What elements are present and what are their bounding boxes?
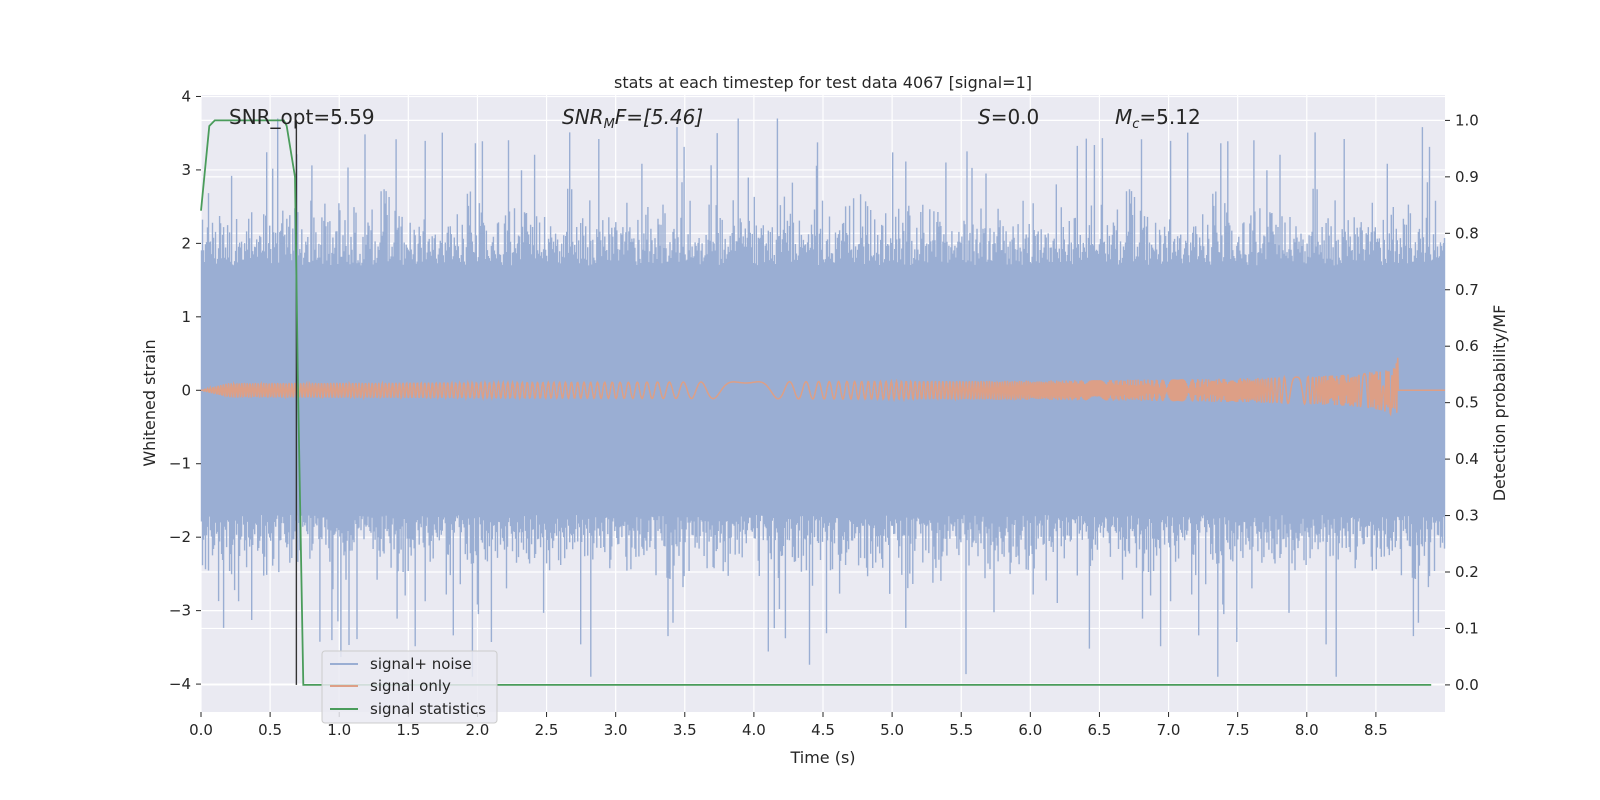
y-left-tick-label: 4 <box>181 87 191 105</box>
legend-box <box>321 650 498 724</box>
y-right-tick-label: 1.0 <box>1455 111 1479 129</box>
y-right-axis-label: Detection probability/MF <box>1490 305 1509 502</box>
legend-label-signal-statistics: signal statistics <box>370 700 486 718</box>
y-right-tick-label: 0.9 <box>1455 168 1479 186</box>
x-tick-label: 5.0 <box>880 721 904 739</box>
y-left-tick-label: 1 <box>181 308 191 326</box>
y-left-tick-label: 2 <box>181 234 191 252</box>
x-tick-label: 6.0 <box>1018 721 1042 739</box>
x-axis-label: Time (s) <box>789 748 855 767</box>
y-right-tick-label: 0.2 <box>1455 563 1479 581</box>
y-left-tick-label: 3 <box>181 161 191 179</box>
x-tick-label: 7.5 <box>1226 721 1250 739</box>
series-signal-only <box>200 357 1445 417</box>
y-left-tick-label: −2 <box>169 528 191 546</box>
y-right-tick-label: 0.6 <box>1455 337 1479 355</box>
x-tick-label: 2.0 <box>466 721 490 739</box>
y-left-tick-label: −3 <box>169 602 191 620</box>
x-tick-label: 1.5 <box>396 721 420 739</box>
x-tick-label: 8.0 <box>1295 721 1319 739</box>
y-left-tick-label: −1 <box>169 455 191 473</box>
y-left-tick-label: 0 <box>181 381 191 399</box>
y-right-tick-label: 0.7 <box>1455 281 1479 299</box>
x-tick-label: 8.5 <box>1364 721 1388 739</box>
x-axis-ticks: 0.0 0.5 1.0 1.5 2.0 2.5 3.0 3.5 4.0 4.5 5.0 5.5 6.0 6… <box>189 712 1388 739</box>
annotation-snr-opt: SNR_opt=5.59 <box>229 105 375 129</box>
annotation-mc: Mc=5.12 <box>1115 105 1201 132</box>
s-rest: =0.0 <box>991 105 1040 129</box>
x-tick-label: 3.5 <box>673 721 697 739</box>
snr-mf-rest: F=[5.46] <box>615 105 703 129</box>
y-right-tick-label: 0.1 <box>1455 619 1479 637</box>
y-left-axis-label: Whitened strain <box>140 339 159 466</box>
mc-rest: =5.12 <box>1139 105 1200 129</box>
annotation-snr-mf: SNRMF=[5.46] <box>562 105 703 132</box>
mc-sub: c <box>1132 117 1139 132</box>
y-right-tick-label: 0.3 <box>1455 507 1479 525</box>
x-tick-label: 2.5 <box>535 721 559 739</box>
y-right-tick-label: 0.8 <box>1455 224 1479 242</box>
annotation-s: S=0.0 <box>978 105 1039 129</box>
x-tick-label: 0.0 <box>189 721 213 739</box>
x-tick-label: 4.5 <box>811 721 835 739</box>
y-left-tick-label: −4 <box>169 675 191 693</box>
y-right-tick-label: 0.5 <box>1455 394 1479 412</box>
snr-mf-sub: M <box>604 117 615 132</box>
snr-mf-base: SNR <box>562 105 604 129</box>
x-tick-label: 1.0 <box>327 721 351 739</box>
mc-var: M <box>1115 105 1132 129</box>
legend-label-signal-plus-noise: signal+ noise <box>370 655 472 673</box>
x-tick-label: 0.5 <box>258 721 282 739</box>
x-tick-label: 3.0 <box>604 721 628 739</box>
x-tick-label: 6.5 <box>1088 721 1112 739</box>
legend: signal+ noise signal only signal statist… <box>321 650 498 724</box>
y-right-tick-label: 0.0 <box>1455 676 1479 694</box>
y-right-tick-label: 0.4 <box>1455 450 1479 468</box>
series-signal-statistics <box>200 119 1432 686</box>
legend-label-signal-only: signal only <box>370 677 451 695</box>
y-left-axis-ticks: 4 3 2 1 0 −1 −2 −3 −4 <box>169 87 201 693</box>
x-tick-label: 4.0 <box>742 721 766 739</box>
chart-title: stats at each timestep for test data 406… <box>614 73 1032 92</box>
x-tick-label: 7.0 <box>1157 721 1181 739</box>
x-tick-label: 5.5 <box>949 721 973 739</box>
s-var: S <box>978 105 991 129</box>
y-right-axis-ticks: 1.0 0.9 0.8 0.7 0.6 0.5 0.4 0.3 0.2 0.1 0.0 <box>1445 111 1479 694</box>
